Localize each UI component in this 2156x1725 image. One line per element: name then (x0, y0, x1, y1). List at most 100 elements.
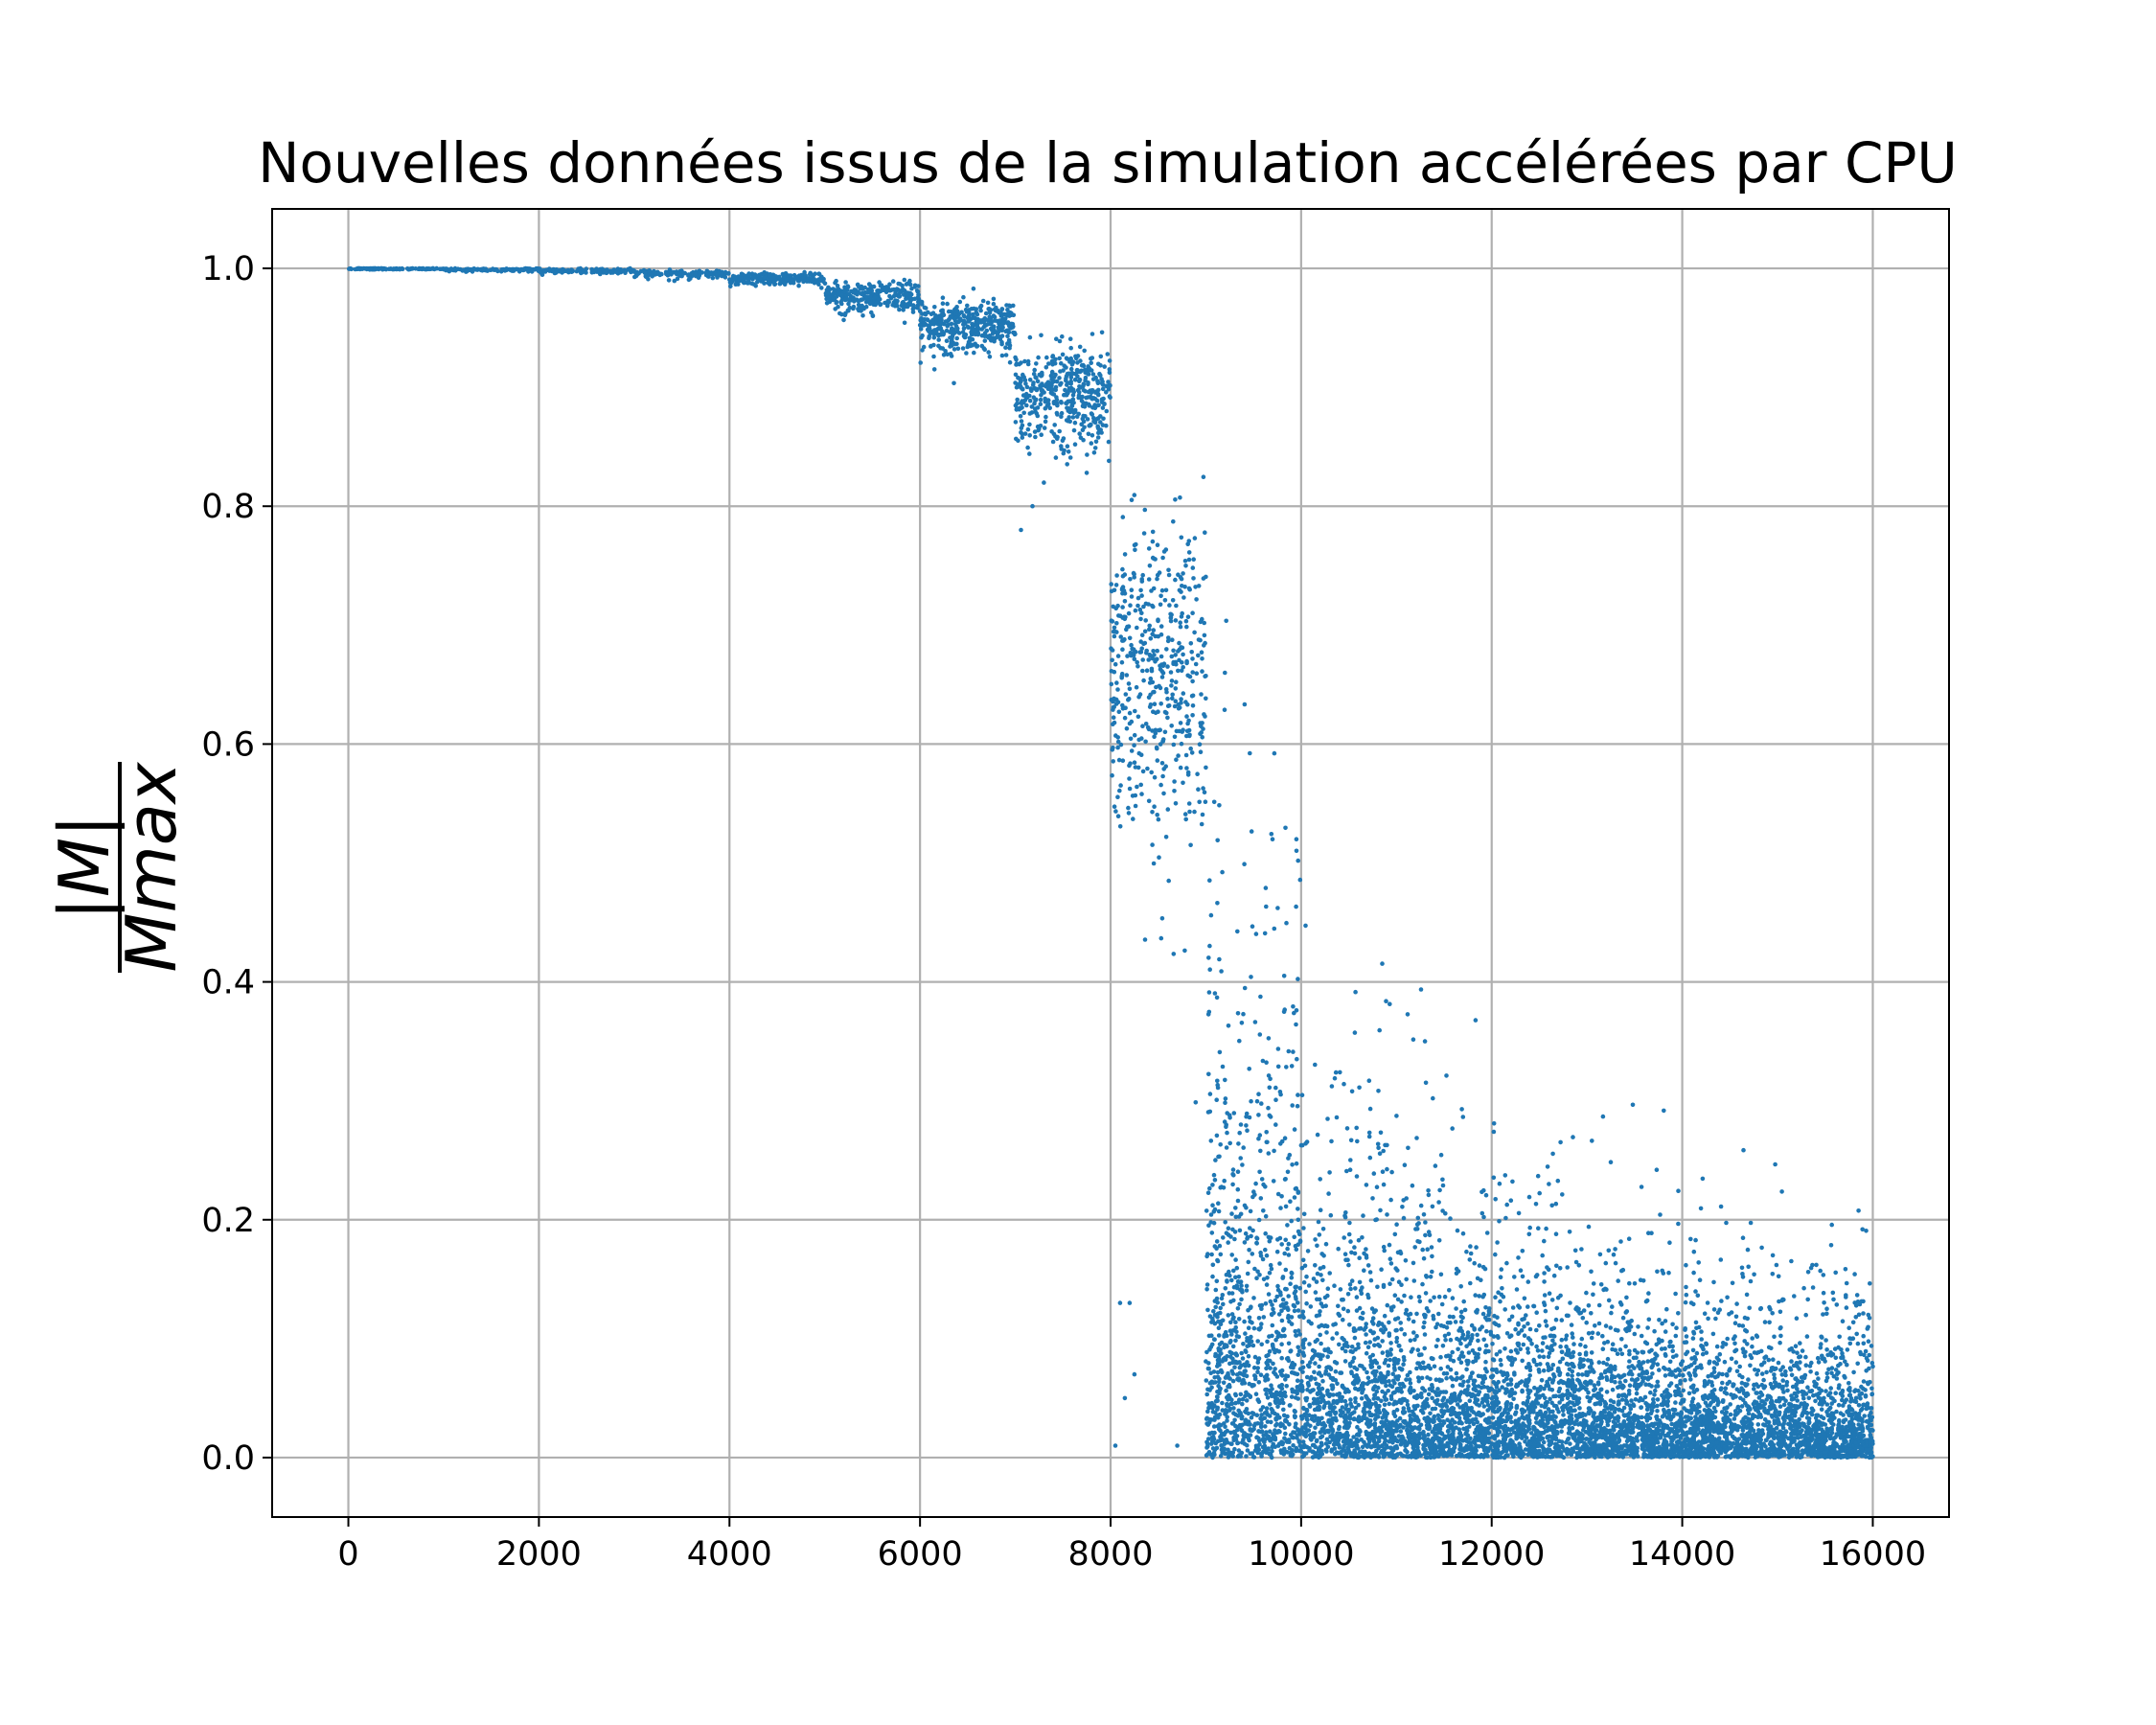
data-point (1281, 1326, 1287, 1332)
data-point (1351, 1416, 1357, 1421)
data-point (1386, 1363, 1391, 1368)
data-point (1289, 1064, 1295, 1069)
data-point (1212, 1178, 1218, 1183)
data-point (1213, 1304, 1218, 1310)
data-point (1118, 783, 1123, 788)
data-point (1027, 398, 1033, 403)
data-point (1286, 1341, 1292, 1346)
data-point (1326, 1372, 1332, 1377)
data-point (1247, 1248, 1251, 1253)
data-point (1178, 721, 1183, 725)
data-point (1450, 1349, 1455, 1355)
data-point (1176, 668, 1181, 674)
data-point (1215, 901, 1220, 906)
data-point (835, 283, 840, 288)
data-point (1067, 336, 1073, 342)
data-point (1384, 999, 1388, 1003)
data-point (1308, 1423, 1313, 1429)
data-point (508, 267, 513, 273)
data-point (1356, 1402, 1361, 1408)
data-point (1139, 577, 1144, 582)
data-point (1068, 345, 1073, 351)
data-point (1381, 1182, 1387, 1187)
data-point (1284, 920, 1289, 926)
data-point (1296, 1190, 1301, 1195)
data-point (1313, 1263, 1318, 1268)
data-point (954, 309, 960, 314)
data-point (1025, 426, 1031, 432)
data-point (839, 311, 844, 317)
data-point (961, 294, 966, 300)
data-point (1332, 1435, 1338, 1440)
data-point (1136, 694, 1141, 700)
data-point (887, 282, 892, 288)
data-point (1204, 1392, 1209, 1397)
data-point (1135, 714, 1141, 720)
data-point (1263, 1213, 1269, 1219)
data-point (1438, 1366, 1443, 1371)
data-point (1148, 702, 1154, 707)
data-point (901, 308, 906, 312)
data-point (1238, 1392, 1244, 1397)
data-point (1085, 452, 1089, 457)
data-point (1127, 686, 1133, 692)
data-point (839, 297, 845, 303)
data-point (1313, 1361, 1318, 1366)
data-point (1129, 497, 1135, 502)
data-point (1267, 1085, 1273, 1091)
data-point (1416, 1295, 1422, 1300)
data-point (1294, 1333, 1299, 1338)
data-point (1014, 407, 1020, 412)
data-point (925, 327, 930, 333)
data-point (940, 301, 946, 307)
data-point (1377, 1027, 1382, 1033)
data-point (1299, 1142, 1305, 1148)
data-point (1200, 616, 1204, 622)
data-point (1373, 1308, 1378, 1313)
data-point (1363, 1453, 1367, 1459)
data-point (1241, 1342, 1246, 1346)
data-point (1287, 1319, 1292, 1324)
data-point (1183, 816, 1188, 822)
data-point (1392, 1368, 1397, 1372)
data-point (1246, 1436, 1251, 1441)
data-point (1207, 878, 1212, 883)
data-point (390, 266, 396, 272)
data-point (864, 294, 869, 300)
data-point (1226, 1455, 1231, 1460)
data-point (1273, 1371, 1278, 1377)
data-point (1014, 357, 1019, 362)
data-point (1366, 1130, 1372, 1136)
data-point (1291, 1430, 1296, 1435)
data-point (1323, 1241, 1329, 1247)
data-point (1435, 1337, 1440, 1343)
data-point (1202, 620, 1206, 626)
data-point (1235, 1306, 1241, 1311)
data-point (1131, 816, 1135, 821)
data-point (1423, 1232, 1428, 1238)
grid (272, 209, 1949, 1517)
data-point (1234, 1372, 1240, 1377)
data-point (1038, 402, 1044, 407)
data-point (1286, 1156, 1291, 1161)
data-point (1210, 1446, 1216, 1451)
data-point (1115, 739, 1121, 745)
data-point (515, 266, 520, 272)
data-point (1098, 363, 1103, 368)
data-point (1363, 1340, 1368, 1346)
data-point (1385, 1166, 1389, 1172)
data-point (1459, 1107, 1464, 1112)
data-point (706, 274, 711, 279)
data-point (1410, 1183, 1415, 1188)
data-point (1388, 1281, 1392, 1286)
data-point (1388, 1001, 1392, 1006)
data-point (1226, 1372, 1230, 1378)
data-point (1226, 1403, 1231, 1409)
data-point (938, 319, 943, 325)
data-point (1183, 564, 1188, 568)
data-point (807, 272, 813, 277)
data-point (936, 337, 941, 342)
data-point (615, 266, 621, 271)
data-point (1262, 1437, 1268, 1442)
data-point (1107, 370, 1112, 376)
